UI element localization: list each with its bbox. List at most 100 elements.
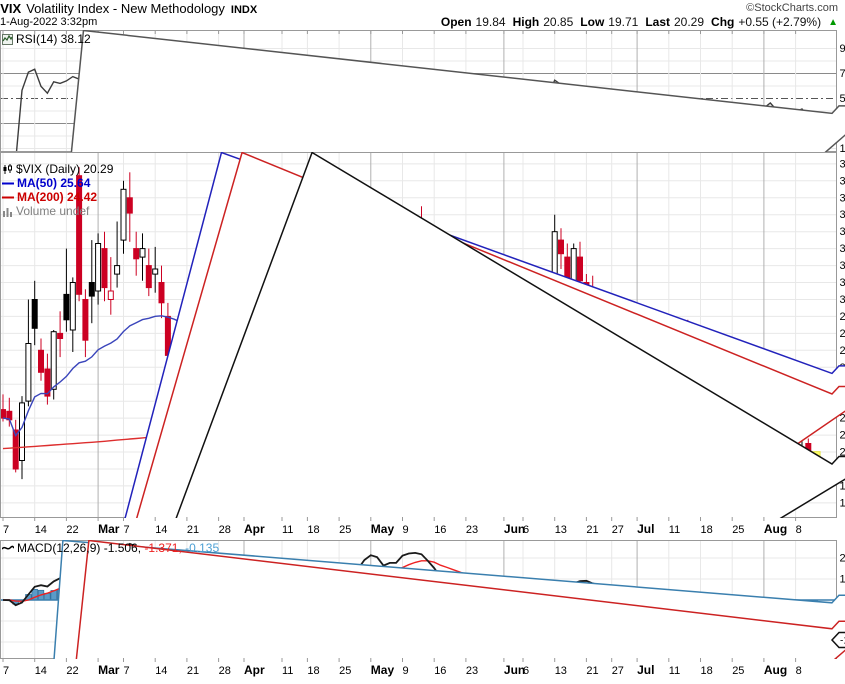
svg-text:2: 2 <box>840 553 845 565</box>
svg-text:33: 33 <box>840 243 845 255</box>
macd-legend: MACD(12,26,9) -1.506, -1.371, -0.135 <box>2 541 219 555</box>
svg-text:9: 9 <box>403 665 409 677</box>
volume-legend-label: Volume undef <box>16 204 90 218</box>
svg-text:22: 22 <box>840 430 845 442</box>
svg-text:24.42: 24.42 <box>840 152 845 155</box>
x-axis-middle: 7 14 22 Mar 7 14 21 28 Apr 11 18 25 May 9 16 23 Jun 6 13 21… <box>0 517 845 539</box>
svg-text:Jul: Jul <box>637 663 654 677</box>
x-axis-ticks <box>2 658 797 662</box>
svg-text:Jun: Jun <box>504 522 525 536</box>
x-axis-ticks <box>2 517 797 521</box>
svg-text:11: 11 <box>282 524 293 536</box>
price-legend: $VIX (Daily) 20.29 MA(50) 25.64 MA(200) … <box>2 162 113 218</box>
svg-text:1: 1 <box>840 574 845 586</box>
volume-bars-icon <box>2 206 13 217</box>
svg-text:35: 35 <box>840 209 845 221</box>
low-label: Low <box>580 15 605 29</box>
svg-text:6: 6 <box>523 665 529 677</box>
symbol: $VIX <box>0 1 22 16</box>
svg-text:28: 28 <box>219 665 231 677</box>
price-plot[interactable]: 1819202122232425262728293031323334353637… <box>0 152 845 518</box>
svg-text:25: 25 <box>339 524 351 536</box>
svg-text:May: May <box>371 663 395 677</box>
chg-value: +0.55 (+2.79%) <box>738 15 822 29</box>
svg-text:34: 34 <box>840 226 845 238</box>
svg-text:32: 32 <box>840 260 845 272</box>
low-value: 19.71 <box>608 15 639 29</box>
svg-text:21: 21 <box>586 524 598 536</box>
svg-text:14: 14 <box>155 524 167 536</box>
svg-text:19: 19 <box>840 480 845 492</box>
last-label: Last <box>645 15 670 29</box>
svg-text:23: 23 <box>466 665 478 677</box>
svg-text:8: 8 <box>796 665 802 677</box>
ma200-line-icon <box>2 195 14 200</box>
value-bubble: 38.12 <box>70 30 845 152</box>
svg-text:25: 25 <box>732 524 744 536</box>
chg-label: Chg <box>711 15 735 29</box>
svg-text:10: 10 <box>840 143 845 152</box>
value-bubble: -1.371 <box>75 540 845 659</box>
macd-legend-signal: -1.371, <box>144 541 182 555</box>
svg-text:38: 38 <box>840 158 845 170</box>
macd-plot[interactable]: 21-1-2-0.135-1.371-1.506 <box>0 540 845 659</box>
svg-text:Apr: Apr <box>244 522 265 536</box>
high-value: 20.85 <box>543 15 574 29</box>
svg-text:25: 25 <box>339 665 351 677</box>
svg-text:18: 18 <box>307 665 319 677</box>
svg-text:8: 8 <box>796 524 802 536</box>
svg-text:18: 18 <box>701 524 713 536</box>
svg-text:29: 29 <box>840 311 845 323</box>
svg-text:May: May <box>371 522 395 536</box>
value-bubble: 20.29 <box>175 152 845 518</box>
chart-title: Volatility Index - New Methodology <box>26 1 225 16</box>
svg-text:50: 50 <box>840 93 845 105</box>
stockcharts-credit-link[interactable]: ©StockCharts.com <box>746 2 838 14</box>
value-bubble: -1.506 <box>830 631 845 649</box>
chart-header: $VIX Volatility Index - New Methodology IN… <box>0 1 845 16</box>
svg-text:38.12: 38.12 <box>840 30 845 33</box>
svg-text:90: 90 <box>840 43 845 55</box>
svg-text:22: 22 <box>66 665 78 677</box>
rsi-indicator-icon <box>2 33 13 45</box>
macd-legend-hist: -0.135 <box>185 541 220 555</box>
ma200-legend-label: MA(200) 24.42 <box>17 190 98 204</box>
svg-text:70: 70 <box>840 68 845 80</box>
svg-text:37: 37 <box>840 175 845 187</box>
svg-text:16: 16 <box>434 665 446 677</box>
svg-text:20.29: 20.29 <box>840 152 845 155</box>
rsi-legend-label: RSI(14) 38.12 <box>16 32 91 46</box>
ma50-line-icon <box>2 181 14 186</box>
svg-text:25.64: 25.64 <box>840 152 845 155</box>
svg-text:7: 7 <box>124 524 130 536</box>
svg-text:13: 13 <box>555 524 567 536</box>
svg-text:36: 36 <box>840 192 845 204</box>
rsi-panel[interactable]: 907050301038.12 <box>0 30 845 152</box>
rsi-plot[interactable]: 907050301038.12 <box>0 30 845 152</box>
svg-text:14: 14 <box>155 665 167 677</box>
svg-text:27: 27 <box>612 524 624 536</box>
svg-text:13: 13 <box>555 665 567 677</box>
macd-panel[interactable]: 21-1-2-0.135-1.371-1.506 <box>0 540 845 659</box>
svg-text:31: 31 <box>840 277 845 289</box>
svg-text:21: 21 <box>187 524 199 536</box>
svg-text:18: 18 <box>840 497 845 509</box>
svg-text:7: 7 <box>3 665 9 677</box>
svg-text:21: 21 <box>187 665 199 677</box>
price-panel[interactable]: 1819202122232425262728293031323334353637… <box>0 152 845 518</box>
price-legend-label: $VIX (Daily) 20.29 <box>16 162 114 176</box>
ma50-legend-label: MA(50) 25.64 <box>17 176 91 190</box>
svg-text:21: 21 <box>586 665 598 677</box>
last-value: 20.29 <box>674 15 705 29</box>
svg-text:18: 18 <box>701 665 713 677</box>
svg-text:27: 27 <box>840 345 845 357</box>
quote-row: 1-Aug-2022 3:32pm Open 19.84 High 20.85 Lo… <box>0 15 845 29</box>
svg-text:Mar: Mar <box>98 663 120 677</box>
svg-text:14: 14 <box>35 665 47 677</box>
svg-text:Jun: Jun <box>504 663 525 677</box>
macd-legend-main: MACD(12,26,9) -1.506, <box>17 541 142 555</box>
